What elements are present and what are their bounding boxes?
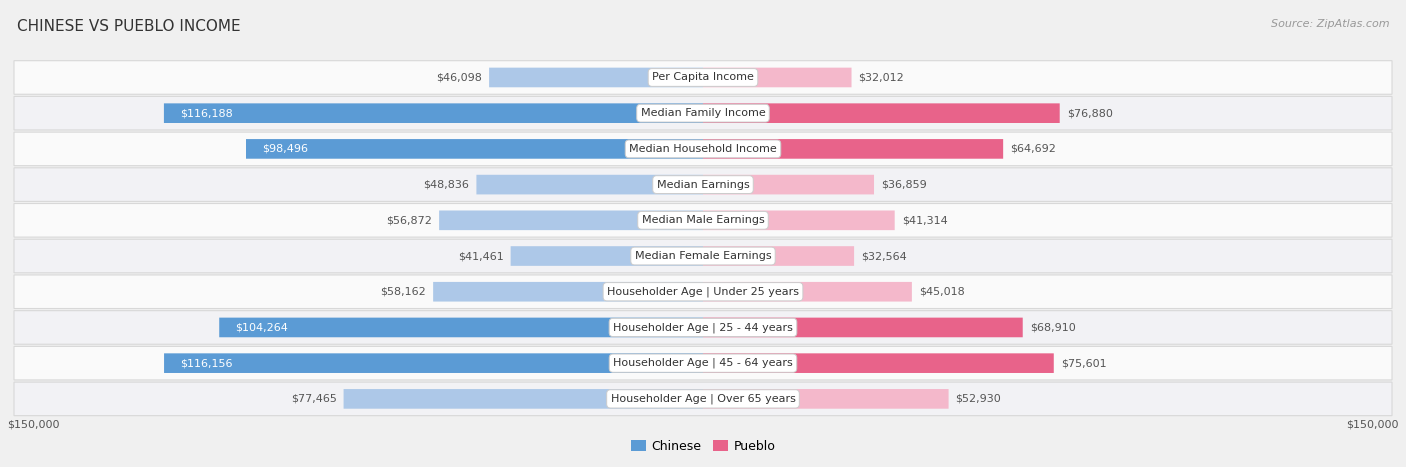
- FancyBboxPatch shape: [703, 246, 853, 266]
- FancyBboxPatch shape: [703, 211, 894, 230]
- FancyBboxPatch shape: [219, 318, 703, 337]
- Text: $36,859: $36,859: [882, 180, 927, 190]
- FancyBboxPatch shape: [14, 311, 1392, 344]
- FancyBboxPatch shape: [703, 175, 875, 194]
- Text: $98,496: $98,496: [263, 144, 308, 154]
- FancyBboxPatch shape: [14, 347, 1392, 380]
- FancyBboxPatch shape: [14, 96, 1392, 130]
- FancyBboxPatch shape: [14, 61, 1392, 94]
- Text: $116,188: $116,188: [180, 108, 233, 118]
- FancyBboxPatch shape: [14, 132, 1392, 166]
- Text: $48,836: $48,836: [423, 180, 470, 190]
- FancyBboxPatch shape: [14, 168, 1392, 201]
- Text: $76,880: $76,880: [1067, 108, 1112, 118]
- FancyBboxPatch shape: [703, 354, 1053, 373]
- Text: Householder Age | Over 65 years: Householder Age | Over 65 years: [610, 394, 796, 404]
- FancyBboxPatch shape: [510, 246, 703, 266]
- FancyBboxPatch shape: [14, 382, 1392, 416]
- Text: $75,601: $75,601: [1060, 358, 1107, 368]
- FancyBboxPatch shape: [14, 204, 1392, 237]
- Text: Median Household Income: Median Household Income: [628, 144, 778, 154]
- Text: $46,098: $46,098: [436, 72, 482, 83]
- Text: $56,872: $56,872: [387, 215, 432, 225]
- Text: Median Family Income: Median Family Income: [641, 108, 765, 118]
- Legend: Chinese, Pueblo: Chinese, Pueblo: [626, 435, 780, 458]
- Text: Median Earnings: Median Earnings: [657, 180, 749, 190]
- Text: $150,000: $150,000: [7, 419, 59, 430]
- FancyBboxPatch shape: [703, 389, 949, 409]
- Text: $64,692: $64,692: [1010, 144, 1056, 154]
- FancyBboxPatch shape: [433, 282, 703, 302]
- Text: $52,930: $52,930: [956, 394, 1001, 404]
- FancyBboxPatch shape: [439, 211, 703, 230]
- Text: CHINESE VS PUEBLO INCOME: CHINESE VS PUEBLO INCOME: [17, 19, 240, 34]
- FancyBboxPatch shape: [14, 275, 1392, 309]
- Text: $41,314: $41,314: [901, 215, 948, 225]
- FancyBboxPatch shape: [489, 68, 703, 87]
- Text: $41,461: $41,461: [458, 251, 503, 261]
- Text: Median Male Earnings: Median Male Earnings: [641, 215, 765, 225]
- Text: $104,264: $104,264: [235, 322, 288, 333]
- Text: Per Capita Income: Per Capita Income: [652, 72, 754, 83]
- FancyBboxPatch shape: [343, 389, 703, 409]
- Text: Householder Age | Under 25 years: Householder Age | Under 25 years: [607, 286, 799, 297]
- Text: $77,465: $77,465: [291, 394, 336, 404]
- Text: Householder Age | 25 - 44 years: Householder Age | 25 - 44 years: [613, 322, 793, 333]
- Text: $45,018: $45,018: [920, 287, 965, 297]
- Text: $116,156: $116,156: [180, 358, 233, 368]
- FancyBboxPatch shape: [703, 282, 912, 302]
- Text: $150,000: $150,000: [1347, 419, 1399, 430]
- Text: Householder Age | 45 - 64 years: Householder Age | 45 - 64 years: [613, 358, 793, 368]
- FancyBboxPatch shape: [246, 139, 703, 159]
- FancyBboxPatch shape: [703, 68, 852, 87]
- Text: Median Female Earnings: Median Female Earnings: [634, 251, 772, 261]
- FancyBboxPatch shape: [477, 175, 703, 194]
- Text: Source: ZipAtlas.com: Source: ZipAtlas.com: [1271, 19, 1389, 28]
- FancyBboxPatch shape: [14, 239, 1392, 273]
- FancyBboxPatch shape: [703, 139, 1002, 159]
- FancyBboxPatch shape: [165, 354, 703, 373]
- Text: $68,910: $68,910: [1029, 322, 1076, 333]
- Text: $58,162: $58,162: [381, 287, 426, 297]
- Text: $32,564: $32,564: [860, 251, 907, 261]
- FancyBboxPatch shape: [165, 103, 703, 123]
- FancyBboxPatch shape: [703, 318, 1022, 337]
- FancyBboxPatch shape: [703, 103, 1060, 123]
- Text: $32,012: $32,012: [859, 72, 904, 83]
